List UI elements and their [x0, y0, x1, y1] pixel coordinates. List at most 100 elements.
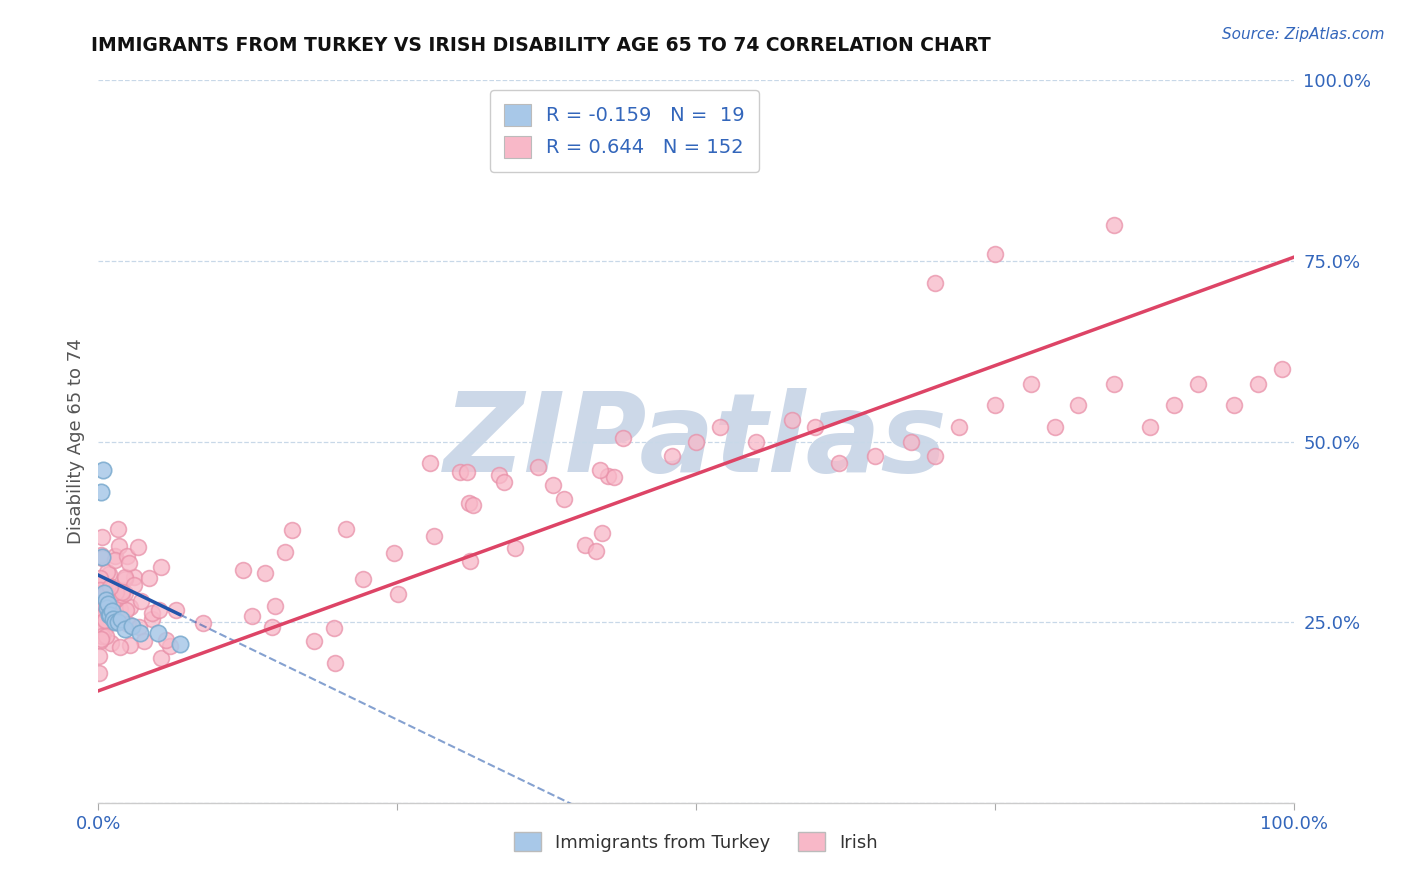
Point — [93, 591, 115, 606]
Point — [104, 585, 127, 599]
Point — [260, 620, 283, 634]
Point — [98, 614, 121, 628]
Point — [148, 603, 170, 617]
Point — [91, 629, 114, 643]
Point — [948, 420, 970, 434]
Point — [574, 538, 596, 552]
Point — [709, 420, 731, 434]
Point — [91, 608, 114, 623]
Point — [100, 607, 122, 622]
Point — [585, 543, 607, 558]
Point — [91, 463, 114, 477]
Point — [1067, 398, 1090, 412]
Point — [110, 640, 132, 654]
Point — [90, 594, 112, 608]
Point — [129, 626, 152, 640]
Point — [541, 478, 564, 492]
Point — [155, 633, 177, 648]
Point — [91, 627, 114, 641]
Point — [97, 567, 120, 582]
Point — [141, 612, 163, 626]
Point — [101, 594, 124, 608]
Point — [281, 523, 304, 537]
Point — [94, 613, 117, 627]
Point — [96, 591, 118, 606]
Point — [302, 634, 325, 648]
Point — [352, 572, 374, 586]
Point — [456, 465, 478, 479]
Point — [131, 594, 153, 608]
Point — [122, 578, 145, 592]
Point — [89, 622, 111, 636]
Point — [107, 615, 129, 630]
Point — [101, 611, 124, 625]
Point — [780, 413, 803, 427]
Point — [121, 619, 143, 633]
Point — [984, 398, 1007, 412]
Point — [87, 591, 110, 605]
Point — [745, 434, 768, 449]
Point — [924, 276, 946, 290]
Point — [134, 634, 156, 648]
Point — [612, 431, 634, 445]
Point — [110, 611, 132, 625]
Point — [127, 540, 149, 554]
Point — [274, 544, 297, 558]
Point — [104, 549, 127, 563]
Point — [89, 571, 111, 585]
Point — [461, 498, 484, 512]
Point — [804, 420, 827, 434]
Point — [128, 620, 150, 634]
Legend: Immigrants from Turkey, Irish: Immigrants from Turkey, Irish — [506, 824, 886, 859]
Point — [114, 623, 136, 637]
Point — [138, 571, 160, 585]
Point — [150, 651, 173, 665]
Point — [191, 616, 214, 631]
Point — [1104, 218, 1126, 232]
Point — [94, 610, 117, 624]
Point — [94, 587, 117, 601]
Point — [111, 588, 134, 602]
Text: Source: ZipAtlas.com: Source: ZipAtlas.com — [1222, 27, 1385, 42]
Point — [118, 556, 141, 570]
Point — [323, 621, 346, 635]
Point — [141, 606, 163, 620]
Point — [89, 576, 111, 591]
Point — [107, 522, 129, 536]
Point — [110, 602, 132, 616]
Point — [169, 637, 191, 651]
Point — [449, 465, 471, 479]
Point — [100, 604, 122, 618]
Point — [97, 597, 120, 611]
Point — [458, 554, 481, 568]
Point — [382, 546, 405, 560]
Point — [1247, 376, 1270, 391]
Point — [96, 629, 118, 643]
Point — [254, 566, 277, 580]
Point — [120, 599, 142, 614]
Point — [105, 614, 128, 628]
Point — [103, 585, 125, 599]
Point — [527, 460, 550, 475]
Point — [1019, 376, 1042, 391]
Point — [423, 528, 446, 542]
Point — [87, 587, 110, 601]
Point — [91, 550, 114, 565]
Point — [91, 605, 114, 619]
Point — [387, 587, 409, 601]
Point — [1223, 398, 1246, 412]
Point — [240, 609, 263, 624]
Point — [94, 593, 117, 607]
Point — [90, 586, 112, 600]
Point — [91, 530, 114, 544]
Point — [114, 586, 136, 600]
Point — [553, 492, 575, 507]
Point — [124, 570, 146, 584]
Y-axis label: Disability Age 65 to 74: Disability Age 65 to 74 — [66, 339, 84, 544]
Point — [98, 580, 121, 594]
Point — [1163, 398, 1185, 412]
Point — [90, 579, 112, 593]
Point — [335, 522, 357, 536]
Point — [865, 449, 887, 463]
Point — [492, 475, 515, 489]
